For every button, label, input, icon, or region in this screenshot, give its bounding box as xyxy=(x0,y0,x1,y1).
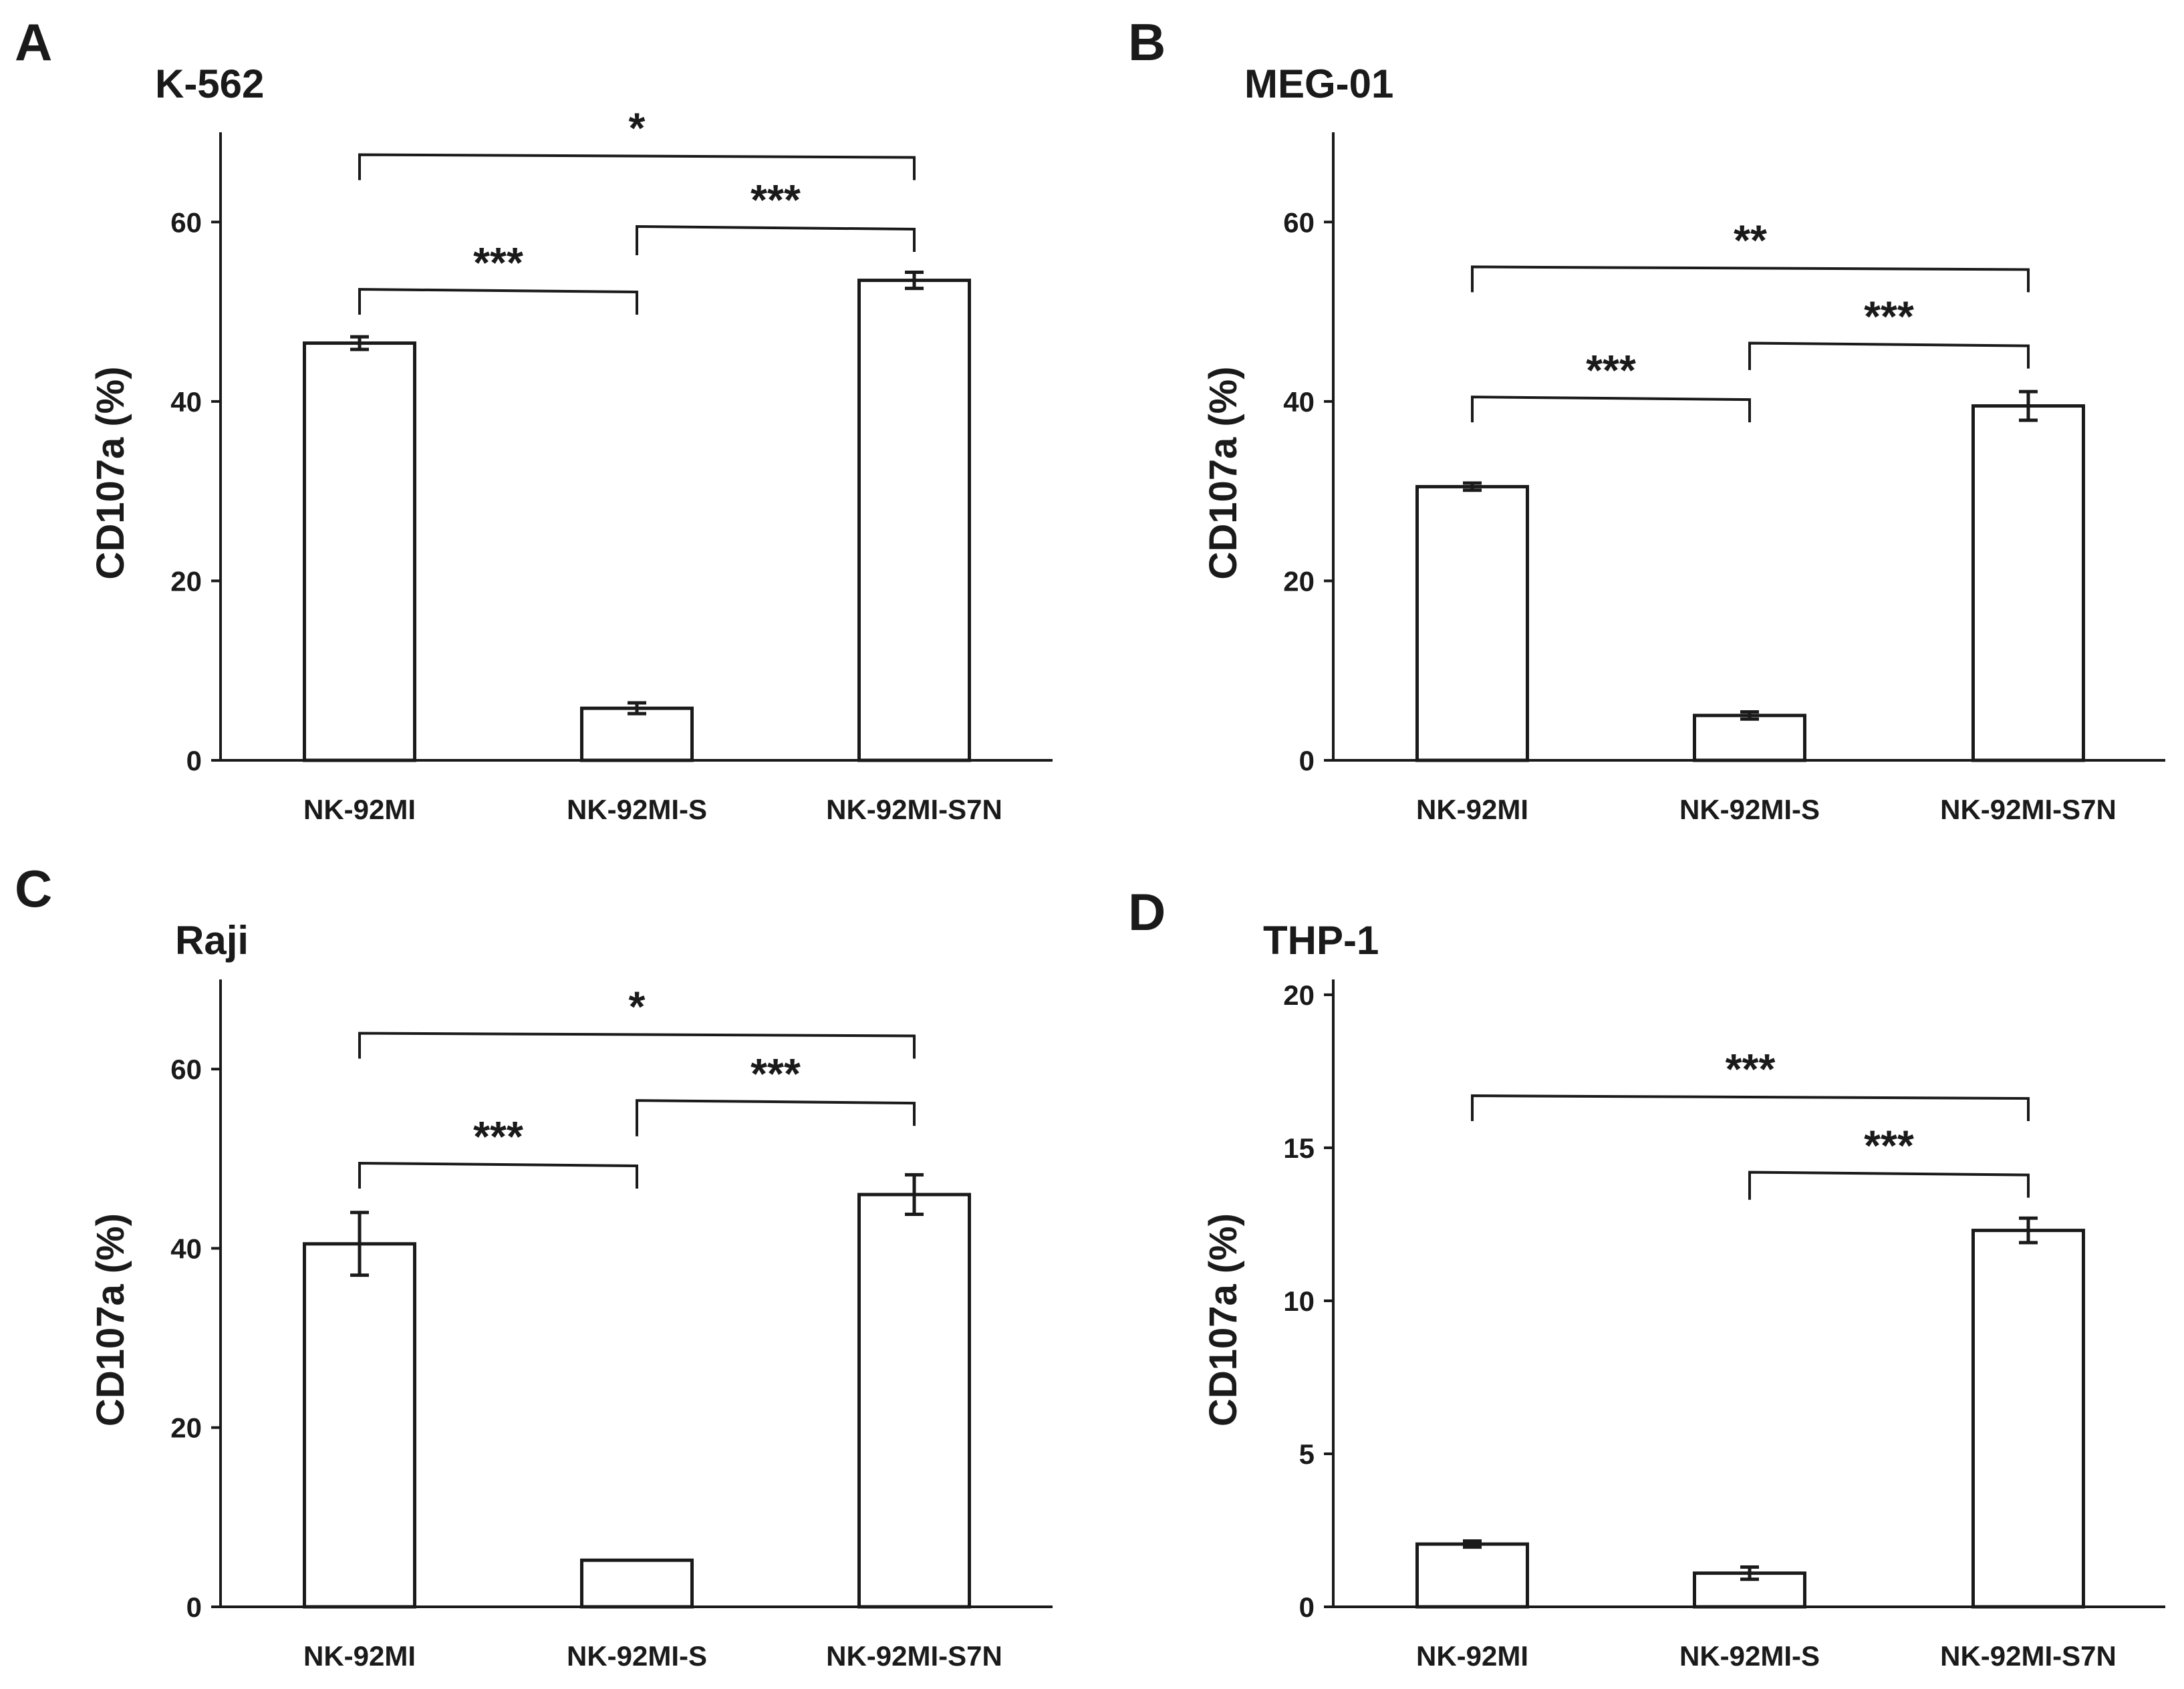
significance-bracket xyxy=(636,1099,916,1136)
significance-bracket xyxy=(1471,1094,2030,1122)
x-tick-label: NK-92MI xyxy=(1416,794,1528,825)
y-tick-label: 15 xyxy=(1283,1132,1315,1164)
significance-label: * xyxy=(629,104,646,152)
significance-bracket xyxy=(358,1032,916,1059)
bar-nk-92mi-s xyxy=(1693,1571,1806,1609)
y-tick-label: 40 xyxy=(170,1233,202,1264)
y-tick-label: 0 xyxy=(1299,745,1315,776)
significance-bracket xyxy=(1748,1171,2030,1200)
bar-nk-92mi-s xyxy=(1693,714,1806,762)
significance-label: * xyxy=(629,982,646,1030)
significance-label: *** xyxy=(473,1112,523,1161)
bar-nk-92mi xyxy=(1415,484,1529,762)
significance-label: ** xyxy=(1734,216,1767,264)
significance-bracket xyxy=(358,153,916,180)
panel-letter: A xyxy=(15,13,52,71)
significance-label: *** xyxy=(750,176,801,224)
y-tick-label: 60 xyxy=(170,1054,202,1085)
chart-title: MEG-01 xyxy=(1244,61,1393,106)
y-tick-label: 60 xyxy=(1283,206,1315,238)
bar-nk-92mi xyxy=(303,341,416,762)
y-tick-label: 40 xyxy=(170,386,202,418)
y-tick-label: 20 xyxy=(170,565,202,597)
x-tick-label: NK-92MI-S xyxy=(1679,1640,1820,1672)
y-tick-label: 20 xyxy=(170,1412,202,1444)
bar-nk-92mi-s7n xyxy=(857,279,971,762)
y-tick-label: 40 xyxy=(1283,386,1315,418)
chart-title: K-562 xyxy=(155,61,264,106)
chart-title: THP-1 xyxy=(1263,918,1379,963)
y-tick-label: 0 xyxy=(1299,1591,1315,1623)
x-tick-label: NK-92MI xyxy=(1416,1640,1528,1672)
x-tick-label: NK-92MI-S xyxy=(567,1640,707,1672)
significance-label: *** xyxy=(1726,1045,1776,1093)
significance-bracket xyxy=(358,287,638,315)
bar-nk-92mi-s7n xyxy=(1971,1229,2085,1609)
significance-bracket xyxy=(636,224,916,255)
x-tick-label: NK-92MI-S7N xyxy=(1940,794,2117,825)
x-tick-label: NK-92MI-S xyxy=(567,794,707,825)
bar-nk-92mi-s xyxy=(580,1558,694,1609)
x-tick-label: NK-92MI-S7N xyxy=(826,794,1002,825)
chart-title: Raji xyxy=(175,918,249,963)
chart-panel-c: C Raji 0 20 40 60 CD107a (%) NK-92MI NK-92MI-S NK… xyxy=(15,859,1053,1672)
bar-nk-92mi-s xyxy=(580,706,694,762)
y-tick-label: 60 xyxy=(170,206,202,238)
significance-label: *** xyxy=(1586,346,1636,394)
panel-letter: D xyxy=(1128,883,1166,941)
bar-nk-92mi xyxy=(303,1242,416,1609)
bar-nk-92mi xyxy=(1415,1542,1529,1609)
chart-panel-a: A K-562 0 20 40 60 CD107a (%) NK-92MI NK-92MI-S N… xyxy=(15,13,1053,825)
y-axis-label: CD107a (%) xyxy=(1202,366,1245,579)
y-axis-label: CD107a (%) xyxy=(89,1213,132,1426)
bar-nk-92mi-s7n xyxy=(1971,404,2085,762)
significance-label: *** xyxy=(1864,293,1914,341)
significance-bracket xyxy=(1471,265,2030,293)
y-tick-label: 0 xyxy=(186,745,202,776)
y-axis-label: CD107a (%) xyxy=(89,366,132,579)
x-tick-label: NK-92MI-S7N xyxy=(826,1640,1002,1672)
significance-label: *** xyxy=(1864,1122,1914,1170)
significance-label: *** xyxy=(473,239,523,287)
x-tick-label: NK-92MI-S xyxy=(1679,794,1820,825)
x-tick-label: NK-92MI-S7N xyxy=(1940,1640,2117,1672)
x-tick-label: NK-92MI xyxy=(303,1640,416,1672)
y-tick-label: 10 xyxy=(1283,1285,1315,1317)
significance-bracket xyxy=(358,1161,638,1189)
y-axis-label: CD107a (%) xyxy=(1202,1213,1245,1426)
significance-bracket xyxy=(1748,341,2030,370)
significance-label: *** xyxy=(750,1050,801,1098)
panel-letter: B xyxy=(1128,13,1166,71)
chart-panel-d: D THP-1 0 5 10 15 20 CD107a (%) NK-92MI NK-92MI-S… xyxy=(1128,883,2165,1672)
y-tick-label: 20 xyxy=(1283,565,1315,597)
x-tick-label: NK-92MI xyxy=(303,794,416,825)
significance-bracket xyxy=(1471,396,1751,423)
y-tick-label: 5 xyxy=(1299,1438,1315,1470)
bar-nk-92mi-s7n xyxy=(857,1193,971,1609)
y-tick-label: 20 xyxy=(1283,979,1315,1011)
panel-letter: C xyxy=(15,859,52,918)
chart-panel-b: B MEG-01 0 20 40 60 CD107a (%) NK-92MI NK-92MI-S… xyxy=(1128,13,2165,825)
y-tick-label: 0 xyxy=(186,1591,202,1623)
